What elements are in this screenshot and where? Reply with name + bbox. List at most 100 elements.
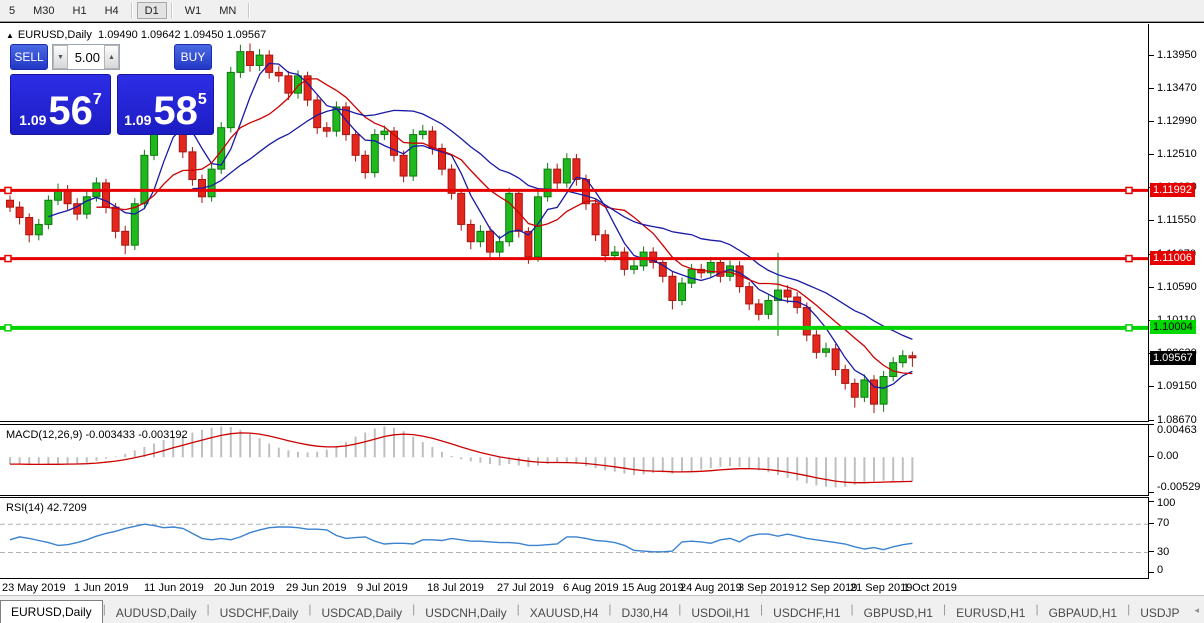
chart-tab-xauusd-h4[interactable]: XAUUSD,H4 [529,606,599,620]
date-axis: 23 May 2019 1 Jun 2019 11 Jun 2019 20 Jun 2… [0,579,1148,597]
buy-button[interactable]: BUY [174,44,212,70]
timeframe-button-m30[interactable]: M30 [25,2,62,19]
macd-tick-label: -0.00529 [1157,481,1201,493]
chart-tab-usdcnh-daily[interactable]: USDCNH,Daily [425,606,507,620]
chart-tab-gbpaud-h1[interactable]: GBPAUD,H1 [1048,606,1118,620]
chart-tab-gbpusd-h1[interactable]: GBPUSD,H1 [863,606,933,620]
line-handle[interactable] [1125,254,1133,263]
candle [226,66,235,133]
volume-stepper: ▼ 5.00 ▲ [52,44,120,70]
tab-scroll-left-icon[interactable]: ◂ [1194,604,1200,615]
candle [15,201,24,225]
buy-price-box[interactable]: 1.09 58 5 [117,74,214,135]
chart-window: ▲ EURUSD,Daily 1.09490 1.09642 1.09450 1.… [0,22,1204,597]
sell-price-box[interactable]: 1.09 56 7 [10,74,111,135]
macd-tick-label: 0.00463 [1157,424,1197,436]
timeframe-button-h4[interactable]: H4 [97,2,127,19]
candle [63,185,72,210]
candle [630,259,638,275]
price-tick-label: 1.11550 [1157,214,1196,226]
candle [457,188,466,231]
tab-separator: | [102,602,106,616]
last-price-tag: 1.09567 [1150,351,1196,365]
axis-tick [1149,121,1154,122]
candle [274,66,283,83]
line-handle[interactable] [4,254,12,263]
chart-tab-eurusd-h1[interactable]: EURUSD,H1 [956,606,1026,620]
chart-tab-dj30-h4[interactable]: DJ30,H4 [621,606,669,620]
toolbar-separator [248,3,251,18]
date-tick-label: 23 May 2019 [2,582,66,594]
sell-price-prefix: 1.09 [19,112,47,128]
sell-button[interactable]: SELL [10,44,48,70]
volume-increase-button[interactable]: ▲ [104,45,119,69]
candle [802,302,811,342]
candle [543,162,552,202]
macd-signal-line [10,432,913,484]
candle [658,257,667,283]
candle [447,164,456,200]
macd-axis: 0.00463 0.00 -0.00529 [1149,424,1204,494]
chart-tab-usdjp[interactable]: USDJP [1140,606,1180,620]
candle [140,149,149,209]
date-tick-label: 18 Jul 2019 [427,582,484,594]
candle [850,378,859,408]
macd-indicator-pane[interactable]: MACD(12,26,9) -0.003433 -0.003192 [0,424,1149,496]
timeframe-button-h1[interactable]: H1 [65,2,95,19]
chart-tab-usdchf-h1[interactable]: USDCHF,H1 [773,606,841,620]
timeframe-button-5[interactable]: 5 [1,2,23,19]
line-handle[interactable] [1125,324,1133,332]
rsi-tick-label: 100 [1157,497,1176,509]
date-tick-label: 29 Jun 2019 [286,582,347,594]
candle [812,330,821,359]
line-handle[interactable] [4,186,12,195]
candle [754,299,763,321]
volume-input[interactable]: 5.00 [74,49,100,65]
candle [553,163,562,190]
candle [284,70,293,101]
tab-separator: | [850,602,854,616]
candle [73,198,82,221]
axis-tick [1149,220,1154,221]
chart-tab-usdoil-h1[interactable]: USDOil,H1 [691,606,751,620]
candle [678,277,686,306]
axis-tick [1149,551,1154,552]
collapse-triangle-icon[interactable]: ▲ [6,31,14,40]
tab-separator: | [308,602,312,616]
candle [745,281,754,311]
candle [908,351,917,367]
candle [370,129,379,178]
candle [822,342,830,358]
axis-tick [1149,420,1154,421]
candle [6,195,14,212]
tab-separator: | [942,602,947,616]
axis-tick [1149,154,1154,155]
hline-price-tag: 1.10004 [1150,320,1196,334]
volume-decrease-button[interactable]: ▼ [53,45,68,69]
axis-tick [1149,572,1154,573]
timeframe-button-d1[interactable]: D1 [136,2,167,19]
chart-tab-usdchf-daily[interactable]: USDCHF,Daily [219,606,299,620]
timeframe-button-w1[interactable]: W1 [177,2,210,19]
candle [255,48,264,71]
chart-tab-audusd-daily[interactable]: AUDUSD,Daily [115,606,197,620]
chart-symbol-label: EURUSD,Daily [17,29,92,41]
tab-separator: | [516,602,520,616]
chart-tab-usdcad-daily[interactable]: USDCAD,Daily [321,606,403,620]
date-tick-label: 20 Jun 2019 [214,582,275,594]
macd-canvas [9,426,914,488]
rsi-indicator-pane[interactable]: RSI(14) 42.7209 [0,497,1149,579]
candle [486,226,494,259]
line-handle[interactable] [4,324,12,332]
tab-separator: | [678,602,682,616]
timeframe-button-mn[interactable]: MN [211,2,244,19]
candle [898,350,907,368]
candle [82,191,91,219]
line-handle[interactable] [1125,186,1133,195]
price-axis: 1.139501.134701.129901.125101.120301.115… [1149,24,1204,426]
price-chart-pane[interactable]: ▲ EURUSD,Daily 1.09490 1.09642 1.09450 1.… [0,24,1149,422]
chart-tab-eurusd-daily[interactable]: EURUSD,Daily [0,600,103,623]
date-tick-label: 24 Aug 2019 [680,582,742,594]
candle [783,285,792,304]
price-chart-canvas[interactable] [0,24,1148,421]
